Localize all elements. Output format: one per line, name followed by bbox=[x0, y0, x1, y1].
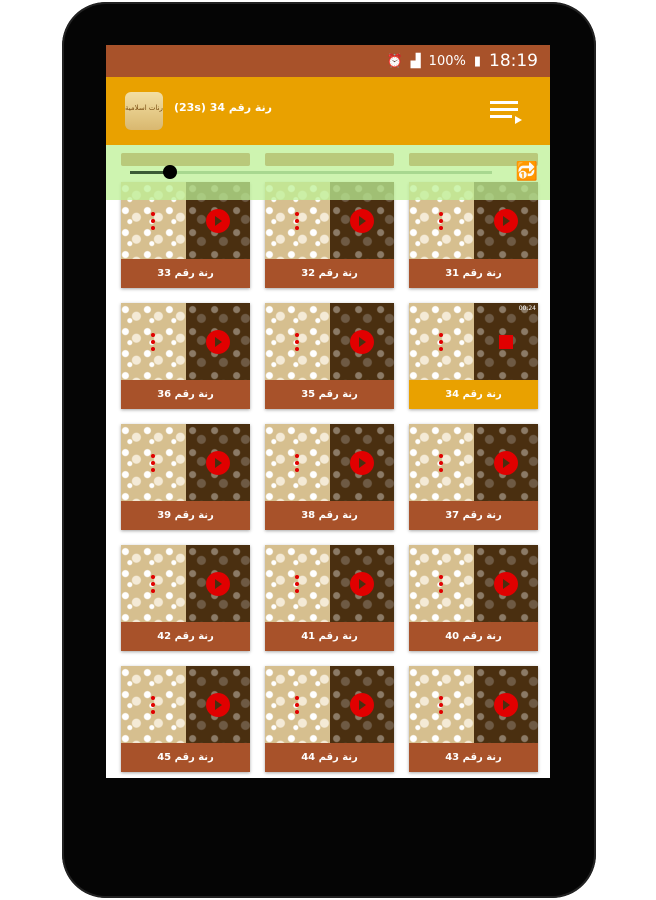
tile-label: رنة رقم 42 bbox=[121, 622, 250, 651]
tile-artwork bbox=[121, 666, 250, 743]
more-options-icon[interactable] bbox=[151, 453, 156, 472]
more-options-icon[interactable] bbox=[439, 574, 444, 593]
more-options-icon[interactable] bbox=[295, 574, 300, 593]
ringtone-tile[interactable]: رنة رقم 45 bbox=[121, 666, 250, 772]
tile-artwork bbox=[409, 545, 538, 622]
hidden-tile-label bbox=[121, 153, 250, 166]
play-icon[interactable] bbox=[349, 692, 374, 717]
play-icon[interactable] bbox=[205, 208, 230, 233]
more-options-icon[interactable] bbox=[151, 211, 156, 230]
tile-artwork bbox=[265, 303, 394, 380]
more-options-icon[interactable] bbox=[151, 574, 156, 593]
play-icon[interactable] bbox=[493, 571, 518, 596]
player-bar: 🔂 bbox=[106, 145, 550, 200]
more-options-icon[interactable] bbox=[295, 453, 300, 472]
tile-label: رنة رقم 31 bbox=[409, 259, 538, 288]
play-icon[interactable] bbox=[205, 329, 230, 354]
ringtone-tile[interactable]: رنة رقم 41 bbox=[265, 545, 394, 651]
tile-label: رنة رقم 38 bbox=[265, 501, 394, 530]
ringtone-tile[interactable]: رنة رقم 35 bbox=[265, 303, 394, 409]
tile-label: رنة رقم 45 bbox=[121, 743, 250, 772]
clock: 18:19 bbox=[489, 51, 538, 71]
tile-label: رنة رقم 37 bbox=[409, 501, 538, 530]
playlist-icon[interactable] bbox=[490, 99, 524, 125]
tile-label: رنة رقم 35 bbox=[265, 380, 394, 409]
seek-bar[interactable] bbox=[130, 165, 492, 179]
tile-label: رنة رقم 32 bbox=[265, 259, 394, 288]
ringtone-tile[interactable]: رنة رقم 42 bbox=[121, 545, 250, 651]
tile-artwork: 00:24 bbox=[409, 303, 538, 380]
tile-label: رنة رقم 34 bbox=[409, 380, 538, 409]
ringtone-tile[interactable]: رنة رقم 38 bbox=[265, 424, 394, 530]
play-icon[interactable] bbox=[493, 208, 518, 233]
tile-artwork bbox=[265, 666, 394, 743]
now-playing-title: رنة رقم 34 (23s) bbox=[174, 101, 273, 114]
play-icon[interactable] bbox=[493, 692, 518, 717]
hidden-tile-label bbox=[409, 153, 538, 166]
tile-artwork bbox=[265, 545, 394, 622]
tile-label: رنة رقم 33 bbox=[121, 259, 250, 288]
battery-level: 100% bbox=[428, 53, 466, 69]
playback-timer: 00:24 bbox=[518, 305, 536, 312]
play-icon[interactable] bbox=[349, 329, 374, 354]
ringtone-tile[interactable]: رنة رقم 39 bbox=[121, 424, 250, 530]
battery-icon: ▮ bbox=[473, 53, 481, 69]
tile-label: رنة رقم 44 bbox=[265, 743, 394, 772]
tile-label: رنة رقم 39 bbox=[121, 501, 250, 530]
tile-label: رنة رقم 43 bbox=[409, 743, 538, 772]
ringtone-tile[interactable]: 00:24 رنة رقم 34 bbox=[409, 303, 538, 409]
hidden-tile-label bbox=[265, 153, 394, 166]
seek-thumb[interactable] bbox=[162, 165, 177, 179]
more-options-icon[interactable] bbox=[295, 211, 300, 230]
tile-artwork bbox=[409, 666, 538, 743]
toolbar: رنات اسلامية رنة رقم 34 (23s) bbox=[106, 77, 550, 145]
tile-label: رنة رقم 40 bbox=[409, 622, 538, 651]
more-options-icon[interactable] bbox=[439, 332, 444, 351]
play-icon[interactable] bbox=[205, 571, 230, 596]
screen: ⏰ ▟ 100% ▮ 18:19 رنات اسلامية رنة رقم 34… bbox=[106, 45, 550, 778]
play-icon[interactable] bbox=[349, 571, 374, 596]
ringtone-tile[interactable]: رنة رقم 44 bbox=[265, 666, 394, 772]
repeat-one-icon[interactable]: 🔂 bbox=[515, 161, 538, 182]
ringtone-tile[interactable]: رنة رقم 40 bbox=[409, 545, 538, 651]
stop-icon[interactable] bbox=[498, 334, 513, 349]
tile-artwork bbox=[121, 424, 250, 501]
tile-label: رنة رقم 36 bbox=[121, 380, 250, 409]
tile-artwork bbox=[409, 424, 538, 501]
ringtone-tile[interactable]: رنة رقم 37 bbox=[409, 424, 538, 530]
more-options-icon[interactable] bbox=[151, 695, 156, 714]
more-options-icon[interactable] bbox=[295, 332, 300, 351]
play-icon[interactable] bbox=[349, 450, 374, 475]
more-options-icon[interactable] bbox=[439, 211, 444, 230]
tile-label: رنة رقم 41 bbox=[265, 622, 394, 651]
ringtone-tile[interactable]: رنة رقم 43 bbox=[409, 666, 538, 772]
more-options-icon[interactable] bbox=[295, 695, 300, 714]
tile-artwork bbox=[265, 424, 394, 501]
app-logo[interactable]: رنات اسلامية bbox=[125, 92, 163, 130]
tile-artwork bbox=[121, 303, 250, 380]
play-icon[interactable] bbox=[493, 450, 518, 475]
tile-artwork bbox=[121, 545, 250, 622]
more-options-icon[interactable] bbox=[439, 453, 444, 472]
alarm-icon: ⏰ bbox=[386, 53, 403, 69]
more-options-icon[interactable] bbox=[439, 695, 444, 714]
status-bar: ⏰ ▟ 100% ▮ 18:19 bbox=[106, 45, 550, 77]
more-options-icon[interactable] bbox=[151, 332, 156, 351]
seek-progress bbox=[130, 171, 170, 174]
ringtone-grid: رنة رقم 31 رنة رقم 32 رنة رقم 33 00:24 رنة ر… bbox=[121, 182, 538, 772]
ringtone-tile[interactable]: رنة رقم 36 bbox=[121, 303, 250, 409]
play-icon[interactable] bbox=[349, 208, 374, 233]
signal-icon: ▟ bbox=[410, 53, 421, 69]
play-icon[interactable] bbox=[205, 692, 230, 717]
play-icon[interactable] bbox=[205, 450, 230, 475]
